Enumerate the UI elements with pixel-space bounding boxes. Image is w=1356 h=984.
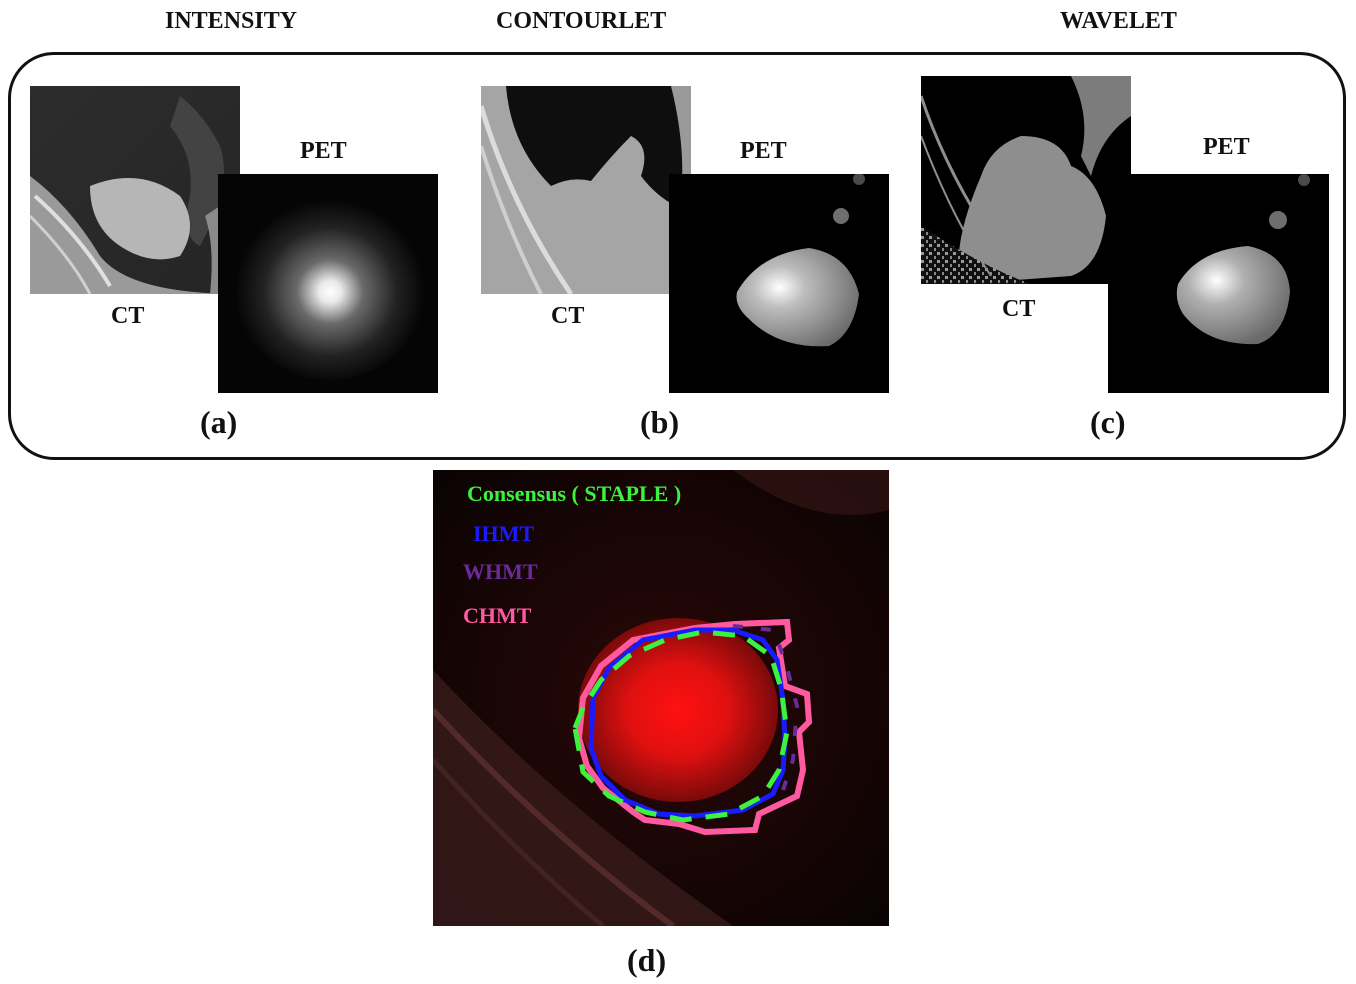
pet-label-contourlet: PET	[740, 138, 787, 164]
contour-whmt	[732, 624, 800, 791]
pet-image-intensity	[218, 174, 438, 393]
ct-image-contourlet	[481, 86, 691, 294]
caption-b: (b)	[640, 404, 680, 440]
header-intensity: INTENSITY	[165, 8, 298, 34]
ct-image-intensity	[30, 86, 240, 294]
caption-a: (a)	[200, 404, 238, 440]
pet-image-contourlet	[669, 174, 889, 393]
legend-ihmt: IHMT	[473, 521, 535, 546]
contour-chmt	[575, 618, 813, 836]
header-contourlet: CONTOURLET	[496, 8, 667, 34]
pet-image-wavelet	[1108, 174, 1329, 393]
ct-image-wavelet	[921, 76, 1131, 284]
legend-consensus: Consensus ( STAPLE )	[467, 481, 682, 506]
ct-label-contourlet: CT	[551, 303, 585, 329]
pet-label-wavelet: PET	[1203, 134, 1250, 160]
header-wavelet: WAVELET	[1060, 8, 1177, 34]
legend-whmt: WHMT	[463, 559, 538, 584]
ct-label-wavelet: CT	[1002, 296, 1036, 322]
caption-d: (d)	[627, 942, 667, 978]
ct-label-intensity: CT	[111, 303, 145, 329]
fusion-image	[433, 470, 889, 926]
caption-c: (c)	[1090, 404, 1126, 440]
contour-consensus	[572, 629, 790, 823]
legend-chmt: CHMT	[463, 603, 532, 628]
panel-frame	[8, 52, 1346, 460]
pet-label-intensity: PET	[300, 138, 347, 164]
